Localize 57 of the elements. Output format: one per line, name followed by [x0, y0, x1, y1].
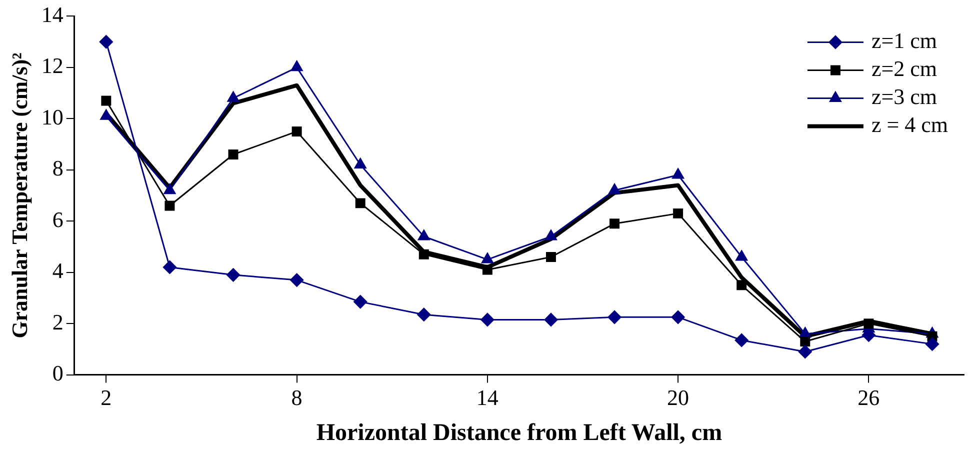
y-tick-label: 10 — [41, 104, 64, 130]
point — [672, 168, 684, 179]
point — [800, 336, 810, 346]
point — [862, 328, 876, 342]
point — [544, 312, 558, 326]
legend-label: z=1 cm — [871, 28, 938, 53]
point — [290, 273, 304, 287]
point — [546, 252, 556, 262]
point — [734, 333, 748, 347]
x-axis-title: Horizontal Distance from Left Wall, cm — [316, 420, 722, 446]
point — [481, 252, 494, 264]
point — [673, 208, 684, 218]
point — [100, 109, 112, 120]
y-tick-label: 6 — [52, 206, 64, 232]
x-tick-label: 2 — [100, 384, 112, 410]
x-tick-label: 26 — [858, 384, 880, 410]
x-tick-label: 8 — [291, 384, 302, 410]
point — [101, 96, 112, 106]
point — [864, 318, 874, 329]
point — [480, 312, 494, 326]
point — [418, 230, 430, 240]
point — [417, 308, 431, 322]
point — [418, 249, 429, 260]
point — [164, 200, 175, 211]
point — [671, 310, 685, 324]
point — [736, 280, 747, 290]
point — [162, 260, 176, 274]
point — [226, 268, 240, 282]
point — [925, 337, 939, 351]
point — [482, 264, 492, 275]
point — [608, 310, 622, 324]
legend-label: z = 4 cm — [871, 112, 948, 137]
legend-label: z=2 cm — [871, 56, 938, 81]
y-tick-label: 0 — [52, 360, 64, 386]
point — [736, 250, 748, 261]
y-tick-label: 2 — [52, 309, 64, 334]
point — [355, 198, 366, 208]
y-tick-label: 12 — [41, 53, 64, 78]
x-tick-label: 20 — [667, 384, 690, 410]
point — [610, 218, 620, 229]
x-tick-label: 14 — [476, 384, 498, 410]
y-tick-label: 14 — [41, 2, 64, 27]
point — [608, 184, 620, 194]
point — [227, 91, 240, 102]
point — [798, 344, 812, 358]
point — [292, 126, 302, 136]
point — [354, 295, 368, 309]
y-tick-label: 8 — [52, 156, 64, 181]
point — [545, 230, 557, 240]
y-tick-label: 4 — [52, 258, 64, 284]
point — [164, 184, 176, 194]
point — [228, 150, 238, 160]
y-axis-title: Granular Temperature (cm/s)² — [6, 52, 32, 338]
point — [290, 60, 303, 72]
legend-label: z=3 cm — [871, 84, 938, 109]
point — [354, 158, 366, 169]
point — [99, 35, 113, 49]
